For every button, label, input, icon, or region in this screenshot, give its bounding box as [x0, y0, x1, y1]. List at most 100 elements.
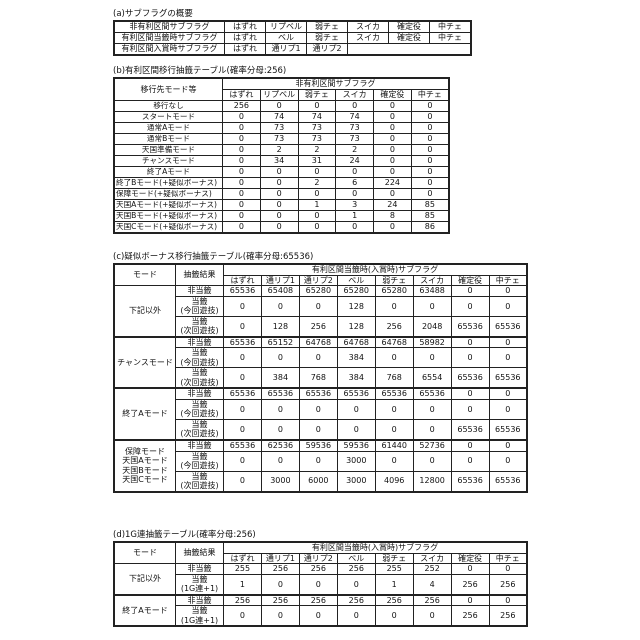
- subflag-cell: ベル: [266, 33, 307, 44]
- subflag-cell: はずれ: [225, 33, 266, 44]
- value-cell: 0: [451, 286, 489, 297]
- value-cell: 0: [260, 211, 298, 222]
- subflag-cell: 確定役: [389, 33, 430, 44]
- row-label: 有利区間入賞時サブフラグ: [114, 44, 225, 56]
- value-cell: 73: [260, 123, 298, 134]
- value-cell: 61440: [375, 440, 413, 451]
- value-cell: 0: [224, 296, 262, 316]
- value-cell: 0: [299, 451, 337, 471]
- value-cell: 0: [261, 419, 299, 440]
- column-header: はずれ: [224, 275, 262, 286]
- value-cell: 0: [261, 399, 299, 419]
- table-row: 保障モード(+疑似ボーナス)000000: [114, 189, 449, 200]
- value-cell: 0: [336, 101, 374, 112]
- column-header-result: 抽籤結果: [176, 264, 224, 286]
- empty-cell: [348, 44, 389, 56]
- value-cell: 0: [223, 222, 261, 234]
- value-cell: 0: [374, 101, 412, 112]
- column-header: スイカ: [413, 275, 451, 286]
- table-row: 当籤 (1G連+1)000000256256: [114, 606, 527, 627]
- column-header: 弱チェ: [298, 90, 336, 101]
- value-cell: 0: [489, 399, 527, 419]
- value-cell: 0: [337, 419, 375, 440]
- value-cell: 768: [375, 368, 413, 389]
- value-cell: 0: [223, 167, 261, 178]
- value-cell: 256: [261, 564, 299, 575]
- column-header: リプベル: [260, 90, 298, 101]
- result-label: 非当籤: [176, 388, 224, 399]
- value-cell: 0: [411, 134, 449, 145]
- value-cell: 24: [336, 156, 374, 167]
- value-cell: 0: [298, 211, 336, 222]
- table-row: 終了Bモード(+疑似ボーナス)00262240: [114, 178, 449, 189]
- value-cell: 128: [337, 316, 375, 337]
- result-label: 非当籤: [176, 595, 224, 606]
- value-cell: 58982: [413, 337, 451, 348]
- value-cell: 24: [374, 200, 412, 211]
- result-label: 非当籤: [176, 337, 224, 348]
- subflag-cell: 中チェ: [430, 33, 472, 44]
- advantage-section-transition-table: 移行先モード等非有利区間サブフラグはずれリプベル弱チェスイカ確定役中チェ移行なし…: [113, 77, 450, 234]
- value-cell: 0: [411, 112, 449, 123]
- table-row: スタートモード074747400: [114, 112, 449, 123]
- row-label: 終了Aモード: [114, 167, 223, 178]
- column-group-header: 非有利区間サブフラグ: [223, 78, 450, 90]
- subflag-cell: はずれ: [225, 44, 266, 56]
- value-cell: 0: [299, 606, 337, 627]
- value-cell: 0: [336, 167, 374, 178]
- row-label: 非有利区間サブフラグ: [114, 21, 225, 33]
- table-row: 天国Aモード(+疑似ボーナス)00132485: [114, 200, 449, 211]
- table-a-title: (a)サブフラグの概要: [113, 9, 193, 19]
- mode-label: 下記以外: [114, 564, 176, 595]
- value-cell: 224: [374, 178, 412, 189]
- result-label: 当籤 (今回遊技): [176, 399, 224, 419]
- value-cell: 3000: [337, 451, 375, 471]
- value-cell: 0: [224, 471, 262, 492]
- pseudo-bonus-transition-table: モード抽籤結果有利区間当籤時(入賞時)サブフラグはずれ通リプ1通リプ2ベル弱チェ…: [113, 263, 528, 493]
- value-cell: 85: [411, 200, 449, 211]
- subflag-cell: はずれ: [225, 21, 266, 33]
- table-row: 当籤 (次回遊技)0000006553665536: [114, 419, 527, 440]
- value-cell: 0: [374, 156, 412, 167]
- value-cell: 0: [374, 145, 412, 156]
- value-cell: 384: [261, 368, 299, 389]
- value-cell: 0: [411, 101, 449, 112]
- value-cell: 0: [298, 222, 336, 234]
- value-cell: 3000: [337, 471, 375, 492]
- column-header: 中チェ: [411, 90, 449, 101]
- value-cell: 0: [489, 564, 527, 575]
- column-group-header: 有利区間当籤時(入賞時)サブフラグ: [224, 542, 528, 553]
- value-cell: 256: [299, 316, 337, 337]
- result-label: 当籤 (次回遊技): [176, 471, 224, 492]
- value-cell: 64768: [299, 337, 337, 348]
- value-cell: 59536: [337, 440, 375, 451]
- row-label: 通常Aモード: [114, 123, 223, 134]
- empty-cell: [430, 44, 472, 56]
- value-cell: 64768: [337, 337, 375, 348]
- value-cell: 0: [224, 316, 262, 337]
- value-cell: 2: [298, 145, 336, 156]
- value-cell: 0: [413, 606, 451, 627]
- value-cell: 0: [374, 167, 412, 178]
- value-cell: 6554: [413, 368, 451, 389]
- value-cell: 0: [375, 451, 413, 471]
- column-header: スイカ: [413, 553, 451, 564]
- header-row: モード抽籤結果有利区間当籤時(入賞時)サブフラグ: [114, 264, 527, 275]
- header-row: 移行先モード等非有利区間サブフラグ: [114, 78, 449, 90]
- value-cell: 0: [337, 574, 375, 595]
- row-label: 天国準備モード: [114, 145, 223, 156]
- value-cell: 0: [223, 134, 261, 145]
- value-cell: 0: [224, 399, 262, 419]
- table-d-title: (d)1G連抽籤テーブル(確率分母:256): [113, 530, 256, 540]
- value-cell: 2: [336, 145, 374, 156]
- value-cell: 65536: [299, 388, 337, 399]
- value-cell: 0: [224, 606, 262, 627]
- column-header: ベル: [337, 275, 375, 286]
- value-cell: 256: [299, 595, 337, 606]
- value-cell: 65536: [337, 388, 375, 399]
- value-cell: 2: [298, 178, 336, 189]
- value-cell: 255: [375, 564, 413, 575]
- value-cell: 65536: [413, 388, 451, 399]
- column-header: 通リプ2: [299, 553, 337, 564]
- value-cell: 0: [299, 574, 337, 595]
